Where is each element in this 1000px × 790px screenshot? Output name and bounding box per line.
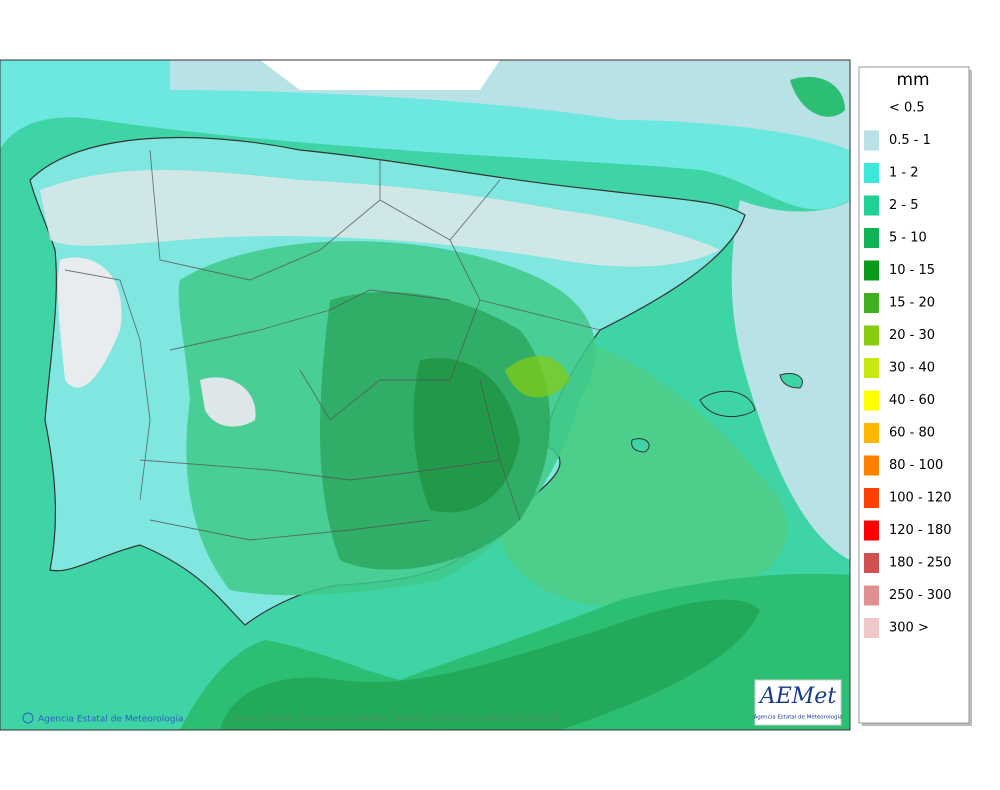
legend-label: 120 - 180 [889, 523, 952, 538]
legend-swatch [864, 98, 879, 118]
map [0, 60, 850, 730]
legend-swatch [864, 228, 879, 248]
legend-swatch [864, 195, 879, 216]
legend-label: 15 - 20 [889, 296, 935, 311]
copyright-icon [22, 712, 34, 724]
legend-swatch [864, 325, 879, 346]
legend-swatch [864, 618, 879, 638]
legend-swatch [864, 423, 879, 443]
caption: Precipitación 24 h media. Validez: 20260… [237, 714, 561, 725]
legend-swatch [864, 163, 879, 183]
legend-label: 10 - 15 [889, 263, 935, 278]
legend-swatch [864, 260, 879, 281]
legend-swatch [864, 390, 879, 411]
legend-items: < 0.5 0.5 - 1 1 - 2 2 - 5 5 - 10 10 - 15 15 - … [864, 98, 952, 638]
legend-swatch [864, 585, 879, 606]
legend-label: 1 - 2 [889, 166, 919, 181]
legend-label: < 0.5 [889, 101, 925, 116]
legend-label: 0.5 - 1 [889, 133, 931, 148]
logo-name: AEMet [758, 684, 836, 709]
legend-label: 2 - 5 [889, 198, 919, 213]
logo-subtitle: Agencia Estatal de Meteorología [754, 714, 843, 721]
legend-label: 300 > [889, 621, 929, 636]
logo-box [754, 679, 842, 726]
legend-label: 40 - 60 [889, 393, 935, 408]
legend-title: mm [896, 70, 929, 90]
legend-label: 60 - 80 [889, 426, 935, 441]
legend-swatch [864, 455, 879, 476]
legend-label: 80 - 100 [889, 458, 943, 473]
credit: Agencia Estatal de Meteorología [38, 715, 184, 725]
map-frame [0, 59, 851, 731]
legend-label: 30 - 40 [889, 361, 935, 376]
legend-label: 180 - 250 [889, 556, 952, 571]
legend-swatch [864, 520, 879, 541]
legend-swatch [864, 130, 879, 151]
legend-label: 100 - 120 [889, 491, 952, 506]
legend-swatch [864, 553, 879, 573]
legend-swatch [864, 358, 879, 378]
legend-label: 5 - 10 [889, 231, 927, 246]
legend-label: 250 - 300 [889, 588, 952, 603]
legend-swatch [864, 488, 879, 508]
legend-label: 20 - 30 [889, 328, 935, 343]
legend-swatch [864, 293, 879, 313]
